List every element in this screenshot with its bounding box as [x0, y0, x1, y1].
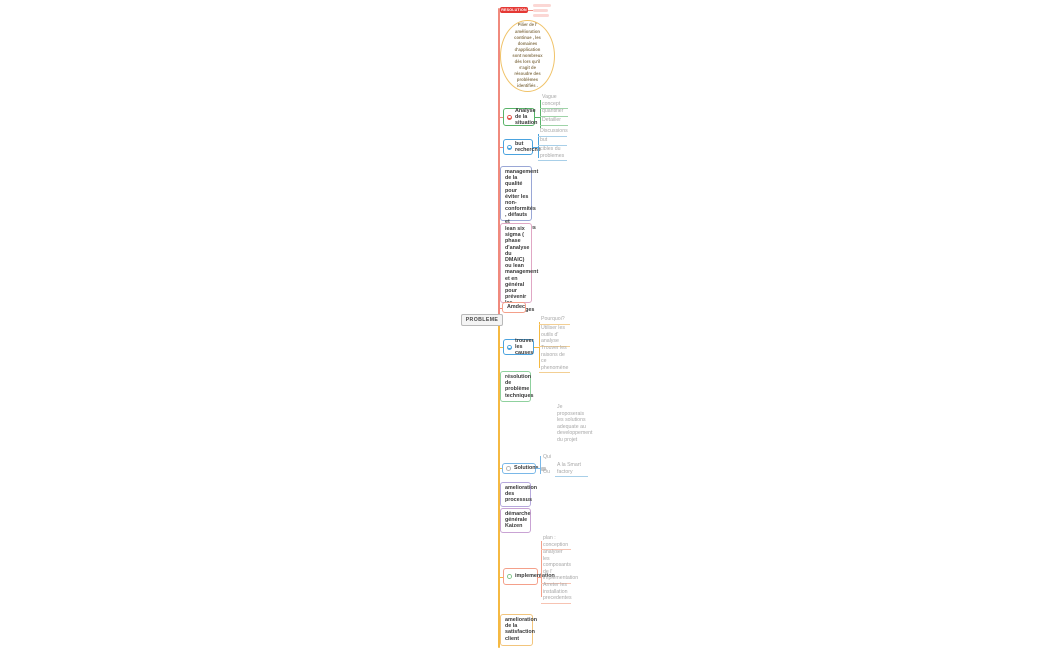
child-spine	[540, 100, 541, 128]
leaf-tag-qui: Qui	[541, 453, 552, 462]
branch-connector	[498, 308, 502, 309]
summary-bubble-text: Pilier de l' amélioration continue , les…	[512, 22, 543, 89]
leaf-label: A la Smart factory	[557, 462, 581, 475]
leaf-node[interactable]: Arreter les installation precedentes	[541, 581, 572, 604]
branch-but[interactable]: but recherché	[503, 139, 541, 155]
branch-amdec[interactable]: Amdec	[502, 302, 526, 313]
branch-processus-label: amelioration des processus	[505, 485, 538, 504]
leaf-label: Discussions	[540, 128, 568, 134]
branch-lean-label: lean six sigma ( phase d'analyse du DMAI…	[505, 226, 539, 313]
leaf-node[interactable]: Detailler	[540, 116, 568, 126]
gear-icon	[506, 466, 511, 471]
leaf-tag-label: Qui	[543, 454, 552, 460]
branch-causes-label: trouver les causes	[515, 337, 534, 357]
record-icon	[507, 144, 512, 150]
branch-amdec-label: Amdec	[507, 304, 525, 311]
branch-satisfaction[interactable]: amelioration de la satisfaction client	[500, 614, 538, 646]
branch-connector	[498, 117, 503, 118]
trunk-lower	[498, 320, 500, 648]
ghost-node	[533, 4, 551, 7]
leaf-node[interactable]: plan : conception	[541, 534, 571, 550]
leaf-label: Je proposerais les solutions adequate au…	[557, 404, 593, 443]
branch-resolution[interactable]: résolution de problème techniques	[500, 371, 534, 402]
branch-connector	[498, 347, 503, 348]
branch-analyse[interactable]: Analyse de la situation	[503, 107, 538, 127]
ghost-node	[533, 9, 548, 12]
leaf-label: Pourquoi?	[541, 316, 565, 322]
child-connector	[538, 577, 541, 578]
leaf-label: plan : conception	[543, 535, 569, 548]
topic-badge[interactable]: RESOLUTION	[500, 7, 528, 13]
leaf-label: Vague concept	[542, 94, 561, 107]
branch-implementation[interactable]: implementation	[503, 568, 555, 585]
branch-qualite[interactable]: management de la qualité pour éviter les…	[500, 166, 538, 231]
branch-lean[interactable]: lean six sigma ( phase d'analyse du DMAI…	[500, 223, 538, 313]
branch-kaizen[interactable]: démarche générale Kaizen	[500, 508, 531, 533]
leaf-node[interactable]: Pourquoi?	[539, 315, 570, 325]
ghost-node	[533, 14, 549, 17]
leaf-node[interactable]: cibles du problemes	[538, 145, 567, 161]
branch-processus[interactable]: amelioration des processus	[500, 482, 538, 507]
leaf-label: analyser les composants de l' implementa…	[543, 549, 579, 581]
leaf-label: quantifier	[542, 108, 564, 114]
record-icon	[507, 344, 512, 350]
branch-resolution-label: résolution de problème techniques	[505, 374, 534, 399]
child-connector	[535, 117, 540, 118]
leaf-node[interactable]: Vague concept	[540, 93, 568, 109]
branch-satisfaction-label: amelioration de la satisfaction client	[505, 617, 538, 642]
branch-but-label: but recherché	[515, 140, 541, 153]
child-connector	[534, 347, 539, 348]
leaf-label: Detailler	[542, 117, 562, 123]
root-label: PROBLEME	[465, 317, 499, 323]
leaf-node[interactable]: Trouver les raisons de ce phenomène	[539, 344, 570, 373]
child-spine	[541, 541, 542, 597]
summary-bubble: Pilier de l' amélioration continue , les…	[500, 20, 555, 92]
leaf-node[interactable]: Discussions	[538, 127, 568, 137]
branch-connector	[498, 147, 503, 148]
child-spine	[538, 134, 539, 158]
leaf-tag-label: Ou	[543, 469, 550, 475]
branch-solutions-label: Solutions	[514, 465, 539, 472]
leaf-tag-ou: Ou	[541, 468, 552, 477]
leaf-label: cibles du problemes	[540, 146, 565, 159]
record-icon	[507, 114, 512, 120]
leaf-node[interactable]: Utiliser les outils d' analyse	[539, 324, 570, 347]
record-icon	[507, 574, 512, 579]
badge-connector	[528, 10, 534, 11]
branch-kaizen-label: démarche générale Kaizen	[505, 511, 531, 530]
branch-implementation-label: implementation	[515, 573, 555, 580]
leaf-label: Utiliser les outils d' analyse	[541, 325, 565, 344]
leaf-label: Trouver les raisons de ce phenomène	[541, 345, 569, 371]
root-node[interactable]: PROBLEME	[461, 314, 503, 326]
branch-causes[interactable]: trouver les causes	[503, 337, 534, 357]
branch-connector	[498, 468, 502, 469]
child-spine	[540, 456, 541, 474]
trunk-upper	[498, 8, 500, 320]
branch-solutions[interactable]: Solutions	[502, 463, 546, 474]
child-connector	[533, 147, 538, 148]
leaf-label: Arreter les installation precedentes	[543, 582, 572, 601]
leaf-node[interactable]: but	[538, 136, 567, 146]
child-connector	[536, 468, 540, 469]
leaf-label: but	[540, 137, 548, 143]
child-spine	[539, 322, 540, 368]
leaf-node[interactable]: analyser les composants de l' implementa…	[541, 548, 578, 584]
flag-icon	[540, 466, 546, 471]
leaf-node[interactable]: Je proposerais les solutions adequate au…	[555, 403, 592, 444]
leaf-node[interactable]: A la Smart factory	[555, 461, 588, 477]
branch-qualite-label: management de la qualité pour éviter les…	[505, 169, 539, 231]
branch-analyse-label: Analyse de la situation	[515, 107, 538, 127]
branch-connector	[498, 577, 503, 578]
topic-badge-label: RESOLUTION	[501, 8, 527, 12]
leaf-node[interactable]: quantifier	[540, 107, 568, 117]
